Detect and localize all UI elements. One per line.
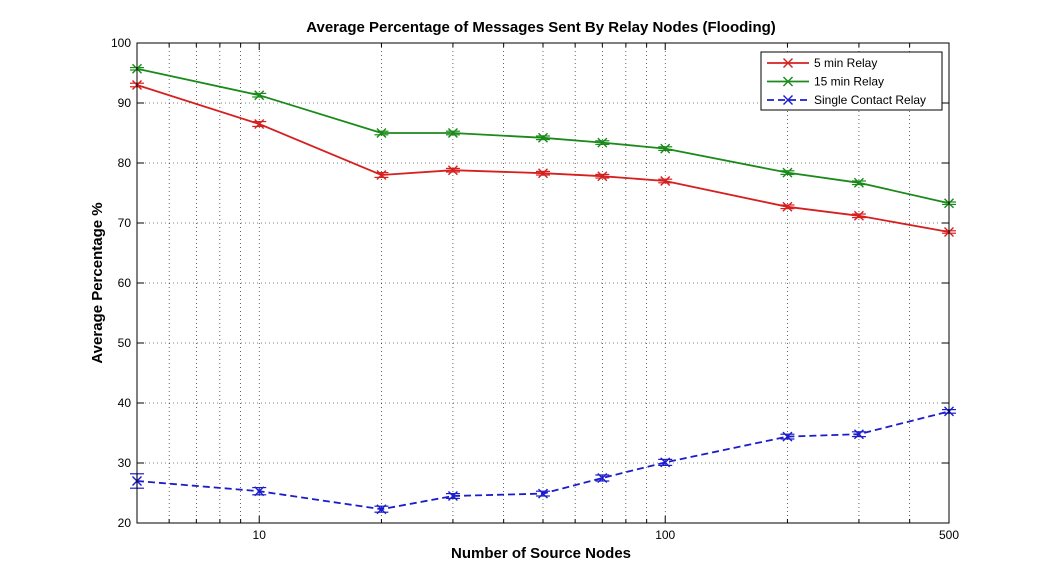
data-point-marker (597, 137, 608, 148)
series-layer (130, 63, 956, 515)
data-point-marker (853, 177, 864, 188)
data-point-marker (597, 171, 608, 182)
y-tick-label: 20 (118, 516, 132, 530)
marker-stroke (538, 488, 548, 499)
data-point-marker (782, 201, 793, 212)
data-point-marker (853, 429, 864, 440)
marker-stroke (538, 132, 548, 143)
tick-labels: 20 30 40 50 60 70 80 90 100 10 100 500 (111, 36, 959, 542)
marker-stroke (660, 176, 671, 186)
data-point-marker (660, 176, 671, 186)
series-3 (130, 406, 956, 515)
tick-marks (137, 42, 949, 524)
marker-stroke (853, 177, 864, 188)
data-point-marker (376, 128, 387, 138)
x-tick-label: 100 (655, 528, 675, 542)
data-point-marker (254, 486, 265, 497)
data-point-marker (538, 168, 548, 179)
data-point-marker (254, 90, 265, 101)
marker-stroke (254, 90, 265, 101)
data-point-marker (597, 473, 608, 483)
legend: 5 min Relay 15 min Relay Single Contact Re… (760, 51, 943, 111)
marker-stroke (376, 504, 387, 515)
legend-item: 15 min Relay (767, 75, 884, 89)
marker-stroke (597, 137, 608, 148)
data-point-marker (376, 170, 387, 180)
chart-title: Average Percentage of Messages Sent By R… (306, 19, 776, 36)
y-tick-label: 30 (118, 456, 132, 470)
y-tick-label: 100 (111, 36, 131, 50)
data-point-marker (853, 210, 864, 221)
marker-stroke (597, 171, 608, 182)
marker-stroke (597, 473, 608, 483)
data-point-marker (447, 491, 458, 501)
legend-item: Single Contact Relay (767, 93, 926, 107)
legend-label: 5 min Relay (814, 56, 877, 70)
x-axis-title: Number of Source Nodes (451, 545, 631, 562)
y-tick-label: 40 (118, 396, 132, 410)
marker-stroke (538, 168, 548, 179)
data-point-marker (782, 167, 793, 178)
x-tick-label: 10 (253, 528, 267, 542)
y-axis-title: Average Percentage % (89, 202, 106, 363)
y-tick-label: 60 (118, 276, 132, 290)
data-point-marker (447, 165, 458, 176)
legend-marker (783, 95, 793, 105)
y-tick-label: 70 (118, 216, 132, 230)
marker-stroke (660, 457, 671, 468)
marker-stroke (447, 491, 458, 501)
marker-stroke (447, 128, 458, 138)
y-tick-label: 80 (118, 156, 132, 170)
data-point-marker (538, 488, 548, 499)
legend-item: 5 min Relay (767, 56, 877, 70)
series-line (136, 67, 950, 205)
data-point-marker (447, 128, 458, 138)
data-point-marker (254, 119, 265, 129)
marker-stroke (254, 119, 265, 129)
series-1 (130, 80, 956, 237)
marker-stroke (853, 210, 864, 221)
marker-stroke (782, 431, 793, 442)
grid (137, 43, 949, 523)
marker-stroke (660, 143, 671, 154)
marker-stroke (254, 486, 265, 497)
legend-marker (783, 76, 793, 87)
marker-stroke (376, 128, 387, 138)
legend-label: 15 min Relay (814, 75, 884, 89)
legend-label: Single Contact Relay (814, 93, 926, 107)
x-tick-label: 500 (939, 528, 959, 542)
data-point-marker (660, 457, 671, 468)
marker-stroke (782, 167, 793, 178)
marker-stroke (376, 170, 387, 180)
series-line (136, 410, 950, 511)
series-line (136, 84, 950, 233)
y-tick-label: 90 (118, 96, 132, 110)
legend-marker (783, 58, 793, 68)
marker-stroke (447, 165, 458, 176)
y-tick-label: 50 (118, 336, 132, 350)
data-point-marker (660, 143, 671, 154)
marker-stroke (782, 201, 793, 212)
marker-stroke (853, 429, 864, 440)
data-point-marker (376, 504, 387, 515)
data-point-marker (538, 132, 548, 143)
data-point-marker (782, 431, 793, 442)
